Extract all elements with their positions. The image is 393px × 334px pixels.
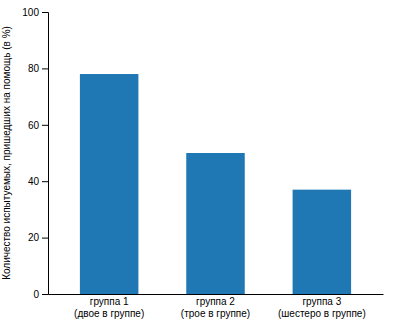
y-axis-line: [42, 13, 49, 295]
y-axis: 0 20 40 60 80 100: [22, 7, 48, 300]
x-tick: группа 2(трое в группе): [181, 296, 250, 319]
chart-svg: 020406080100группа 1(двое в группе)групп…: [0, 0, 393, 334]
x-tick-label: группа 1(двое в группе): [74, 296, 144, 319]
y-tick: 40: [28, 176, 48, 187]
y-tick-label: 80: [28, 63, 40, 74]
y-tick-label: 40: [28, 176, 40, 187]
x-axis: группа 1(двое в группе) группа 2(трое в г…: [49, 295, 384, 319]
y-tick-mark: [42, 125, 48, 126]
plot-area: 020406080100группа 1(двое в группе)групп…: [1, 7, 384, 319]
y-tick-label: 100: [22, 7, 39, 18]
y-tick: 100: [22, 7, 48, 18]
y-tick: 20: [28, 232, 48, 243]
x-tick: группа 1(двое в группе): [74, 296, 144, 319]
bar: [80, 74, 138, 294]
y-tick-mark: [42, 12, 48, 13]
y-tick-label: 60: [28, 120, 40, 131]
y-axis-title: Количество испытуемых, пришедших на помо…: [1, 26, 12, 280]
x-tick: группа 3(шестеро в группе): [278, 296, 366, 319]
x-tick-label: группа 2(трое в группе): [181, 296, 250, 319]
y-tick-label: 0: [33, 289, 39, 300]
y-tick-mark: [42, 238, 48, 239]
x-axis-line: [49, 294, 384, 295]
bar: [186, 153, 244, 294]
y-tick: 60: [28, 120, 48, 131]
y-tick: 80: [28, 63, 48, 74]
y-tick: 0: [33, 289, 48, 300]
bars: [80, 74, 351, 294]
y-tick-mark: [42, 181, 48, 182]
chart-container: 020406080100группа 1(двое в группе)групп…: [0, 0, 393, 334]
x-tick-label: группа 3(шестеро в группе): [278, 296, 366, 319]
y-tick-mark: [42, 294, 48, 295]
y-tick-mark: [42, 68, 48, 69]
bar: [293, 190, 351, 294]
y-tick-label: 20: [28, 232, 40, 243]
